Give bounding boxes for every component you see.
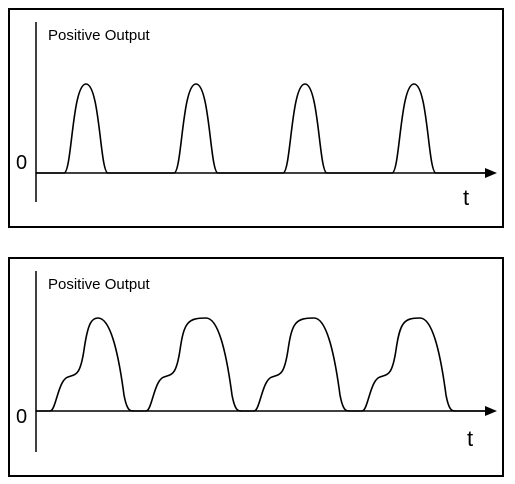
- panel-top-waveform: [35, 83, 486, 174]
- panel-bottom-zero-label: 0: [16, 406, 27, 428]
- panel-bottom-waveform: [35, 317, 486, 412]
- panel-bottom: Positive Output 0 t: [8, 257, 504, 477]
- panel-bottom-x-arrow: [485, 406, 497, 416]
- panel-top-frame: [8, 8, 504, 228]
- panel-bottom-t-label: t: [467, 426, 473, 451]
- panel-top-t-label: t: [463, 185, 469, 210]
- panel-bottom-frame: [8, 257, 504, 477]
- panel-bottom-y-label: Positive Output: [48, 276, 151, 293]
- panel-top: Positive Output 0 t: [8, 8, 504, 228]
- panel-top-zero-label: 0: [16, 152, 27, 174]
- panel-top-y-label: Positive Output: [48, 27, 151, 44]
- panel-top-x-arrow: [485, 168, 497, 178]
